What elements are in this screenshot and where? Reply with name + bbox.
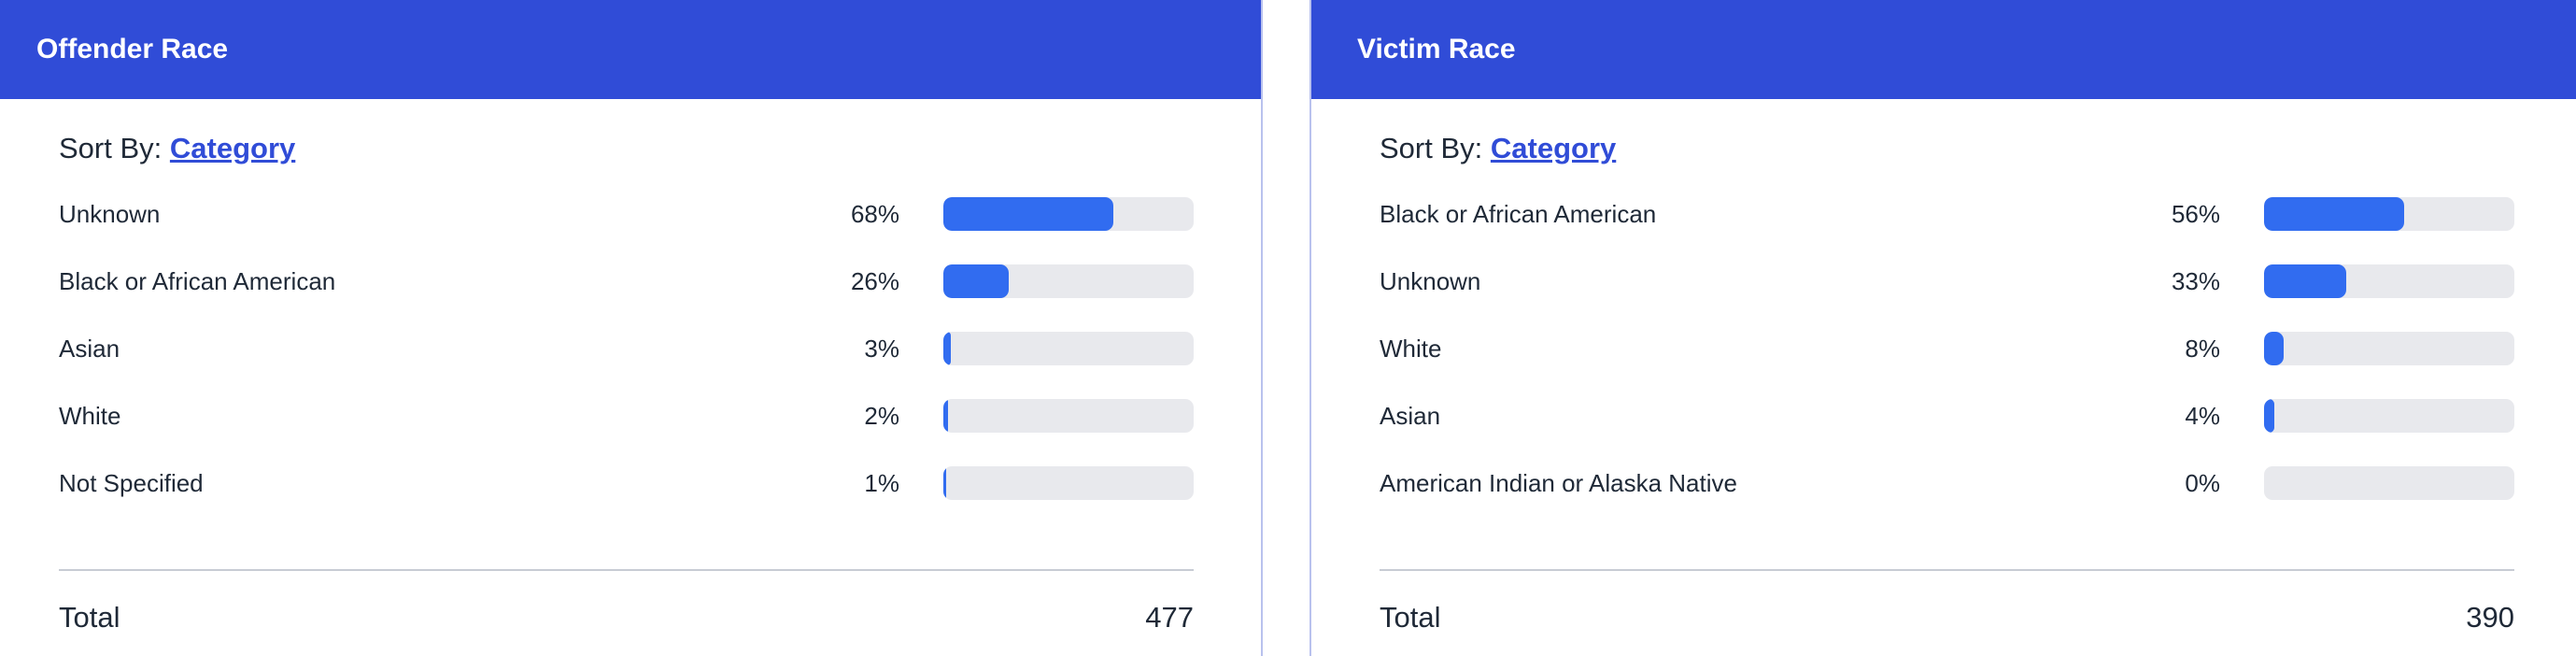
- bar-track: [943, 399, 1194, 433]
- row-percent: 2%: [864, 401, 899, 430]
- bar-fill: [943, 264, 1009, 298]
- bar-fill: [943, 466, 946, 500]
- row-label: Unknown: [1380, 266, 1481, 295]
- bar-track: [2264, 264, 2514, 298]
- table-row: Asian 4%: [1380, 395, 2514, 436]
- bar-track: [943, 332, 1194, 365]
- row-label: Black or African American: [59, 266, 336, 295]
- total-label: Total: [1380, 601, 1441, 634]
- divider: [59, 569, 1194, 571]
- sort-by-label: Sort By:: [59, 132, 163, 164]
- bar-fill: [943, 197, 1114, 231]
- row-percent: 1%: [864, 468, 899, 497]
- sort-by-label: Sort By:: [1380, 132, 1483, 164]
- row-percent: 26%: [850, 266, 899, 295]
- bar-track: [2264, 399, 2514, 433]
- bar-fill: [2264, 332, 2285, 365]
- row-percent: 8%: [2185, 334, 2220, 363]
- sort-by-row: Sort By: Category: [59, 132, 295, 165]
- row-label: American Indian or Alaska Native: [1380, 468, 1737, 497]
- row-label: White: [59, 401, 121, 430]
- bar-track: [943, 466, 1194, 500]
- row-percent: 33%: [2171, 266, 2220, 295]
- row-percent: 56%: [2171, 199, 2220, 228]
- table-row: Black or African American 26%: [59, 261, 1194, 302]
- row-label: Not Specified: [59, 468, 204, 497]
- sort-by-row: Sort By: Category: [1380, 132, 1616, 165]
- bar-fill: [2264, 399, 2274, 433]
- bar-track: [943, 197, 1194, 231]
- row-label: Asian: [59, 334, 120, 363]
- bar-fill: [943, 399, 949, 433]
- total-label: Total: [59, 601, 120, 634]
- total-row: Total 390: [1380, 601, 2514, 635]
- row-label: Unknown: [59, 199, 161, 228]
- sort-category-link[interactable]: Category: [1490, 132, 1617, 164]
- table-row: White 2%: [59, 395, 1194, 436]
- bar-track: [943, 264, 1194, 298]
- bar-track: [2264, 466, 2514, 500]
- table-row: American Indian or Alaska Native 0%: [1380, 463, 2514, 504]
- row-label: White: [1380, 334, 1442, 363]
- divider: [1380, 569, 2514, 571]
- row-percent: 3%: [864, 334, 899, 363]
- offender-race-panel: Offender Race Sort By: Category Unknown …: [0, 0, 1263, 656]
- victim-race-panel: Victim Race Sort By: Category Black or A…: [1309, 0, 2576, 656]
- total-row: Total 477: [59, 601, 1194, 635]
- table-row: Not Specified 1%: [59, 463, 1194, 504]
- sort-category-link[interactable]: Category: [169, 132, 296, 164]
- panel-title: Victim Race: [1311, 0, 2576, 99]
- bar-track: [2264, 332, 2514, 365]
- row-label: Asian: [1380, 401, 1441, 430]
- table-row: Asian 3%: [59, 328, 1194, 369]
- row-label: Black or African American: [1380, 199, 1657, 228]
- row-percent: 4%: [2185, 401, 2220, 430]
- row-percent: 0%: [2185, 468, 2220, 497]
- bar-fill: [2264, 197, 2405, 231]
- bar-fill: [2264, 264, 2347, 298]
- total-value: 477: [1145, 601, 1194, 634]
- row-percent: 68%: [850, 199, 899, 228]
- table-row: Unknown 33%: [1380, 261, 2514, 302]
- bar-track: [2264, 197, 2514, 231]
- table-row: Unknown 68%: [59, 193, 1194, 235]
- total-value: 390: [2466, 601, 2514, 634]
- panel-title: Offender Race: [0, 0, 1261, 99]
- table-row: White 8%: [1380, 328, 2514, 369]
- bar-fill: [943, 332, 952, 365]
- table-row: Black or African American 56%: [1380, 193, 2514, 235]
